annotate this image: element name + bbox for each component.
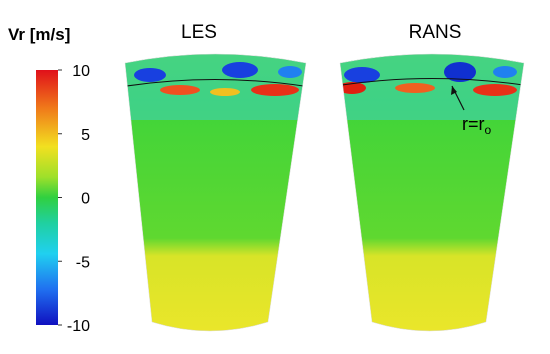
rans-field xyxy=(340,54,524,331)
annotation-text: r=r xyxy=(462,114,485,134)
les-outline xyxy=(124,53,307,332)
colorbar-title: Vr [m/s] xyxy=(8,25,70,44)
panel-label: LES xyxy=(181,22,217,43)
colorbar-tick-label: -10 xyxy=(67,318,90,335)
colorbar xyxy=(36,70,58,325)
arrow-head xyxy=(451,86,457,95)
colorbar-tick-label: 0 xyxy=(81,191,90,208)
annotation: r=ro xyxy=(462,114,492,137)
panel-label: RANS xyxy=(409,22,462,43)
colorbar-tick-label: -5 xyxy=(76,254,90,271)
les-field xyxy=(125,54,306,331)
rans-outline xyxy=(339,53,525,332)
colorbar-tick-label: 10 xyxy=(72,63,90,80)
annotation-subscript: o xyxy=(485,123,492,137)
colorbar-tick-label: 5 xyxy=(81,127,90,144)
